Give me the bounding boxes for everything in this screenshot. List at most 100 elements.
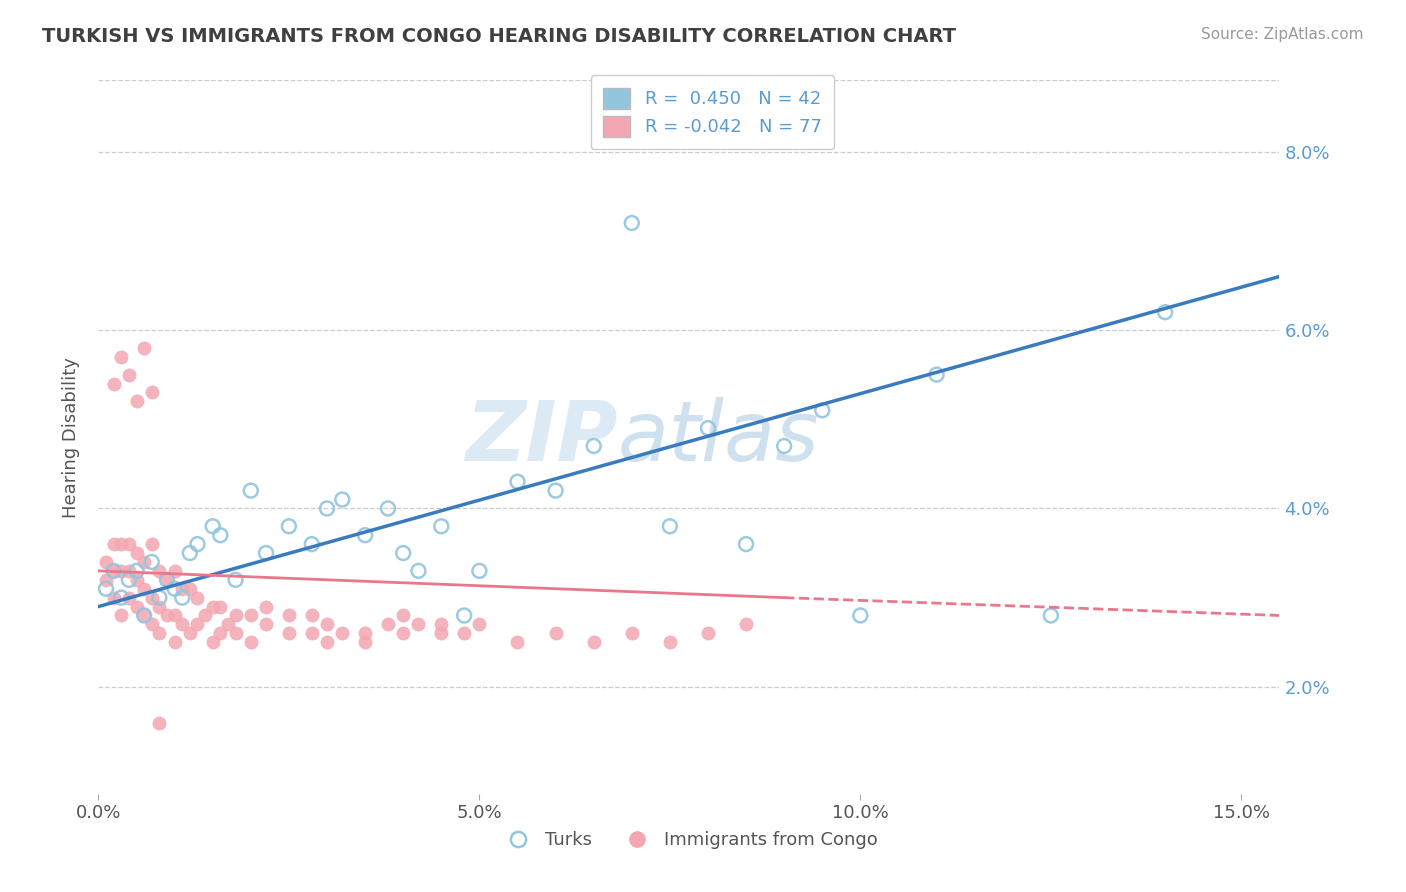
Point <box>544 626 567 640</box>
Point <box>125 546 148 560</box>
Point <box>134 341 156 355</box>
Point <box>209 528 232 542</box>
Point <box>163 635 186 649</box>
Point <box>103 376 125 391</box>
Point <box>811 403 834 417</box>
Point <box>141 385 163 400</box>
Point <box>277 519 299 533</box>
Point <box>301 608 323 623</box>
Point <box>118 564 141 578</box>
Point <box>141 555 163 569</box>
Point <box>103 564 125 578</box>
Point <box>163 608 186 623</box>
Point <box>506 475 529 489</box>
Point <box>468 564 491 578</box>
Point <box>392 546 415 560</box>
Point <box>201 635 224 649</box>
Point <box>125 573 148 587</box>
Point <box>658 635 681 649</box>
Point <box>209 626 232 640</box>
Point <box>316 635 339 649</box>
Point <box>773 439 796 453</box>
Point <box>141 617 163 632</box>
Point <box>110 537 132 551</box>
Point <box>225 573 247 587</box>
Point <box>735 617 758 632</box>
Point <box>134 555 156 569</box>
Point <box>94 582 117 596</box>
Point <box>582 439 605 453</box>
Point <box>110 564 132 578</box>
Point <box>430 519 453 533</box>
Point <box>217 617 239 632</box>
Point <box>239 635 262 649</box>
Point <box>408 564 430 578</box>
Point <box>354 528 377 542</box>
Point <box>148 591 170 605</box>
Point <box>110 608 132 623</box>
Point <box>301 537 323 551</box>
Point <box>172 582 194 596</box>
Point <box>506 635 529 649</box>
Point <box>179 546 201 560</box>
Point <box>163 564 186 578</box>
Point <box>186 537 208 551</box>
Point <box>658 519 681 533</box>
Point <box>254 599 277 614</box>
Point <box>125 599 148 614</box>
Point <box>925 368 948 382</box>
Point <box>118 573 141 587</box>
Point <box>148 599 170 614</box>
Point <box>134 608 156 623</box>
Point <box>1154 305 1177 319</box>
Point <box>316 617 339 632</box>
Point <box>148 564 170 578</box>
Point <box>148 715 170 730</box>
Point <box>194 608 217 623</box>
Point <box>156 573 179 587</box>
Point <box>156 608 179 623</box>
Point <box>377 617 399 632</box>
Y-axis label: Hearing Disability: Hearing Disability <box>62 357 80 517</box>
Point <box>163 582 186 596</box>
Point <box>118 591 141 605</box>
Point <box>392 608 415 623</box>
Point <box>110 591 132 605</box>
Point <box>330 626 353 640</box>
Point <box>377 501 399 516</box>
Point <box>94 573 117 587</box>
Point <box>697 421 720 435</box>
Point <box>582 635 605 649</box>
Point <box>453 608 475 623</box>
Point <box>179 582 201 596</box>
Text: Source: ZipAtlas.com: Source: ZipAtlas.com <box>1201 27 1364 42</box>
Point <box>125 394 148 409</box>
Point <box>141 537 163 551</box>
Point <box>468 617 491 632</box>
Point <box>392 626 415 640</box>
Point <box>186 591 208 605</box>
Text: TURKISH VS IMMIGRANTS FROM CONGO HEARING DISABILITY CORRELATION CHART: TURKISH VS IMMIGRANTS FROM CONGO HEARING… <box>42 27 956 45</box>
Point <box>408 617 430 632</box>
Point <box>316 501 339 516</box>
Point <box>179 626 201 640</box>
Point <box>254 546 277 560</box>
Point <box>301 626 323 640</box>
Point <box>277 608 299 623</box>
Point <box>125 564 148 578</box>
Point <box>239 483 262 498</box>
Point <box>735 537 758 551</box>
Point <box>225 626 247 640</box>
Text: atlas: atlas <box>619 397 820 477</box>
Point <box>141 591 163 605</box>
Point <box>103 537 125 551</box>
Point <box>103 591 125 605</box>
Point <box>172 591 194 605</box>
Point <box>201 599 224 614</box>
Point <box>172 617 194 632</box>
Point <box>134 608 156 623</box>
Point <box>94 555 117 569</box>
Point <box>103 564 125 578</box>
Point <box>134 582 156 596</box>
Point <box>430 626 453 640</box>
